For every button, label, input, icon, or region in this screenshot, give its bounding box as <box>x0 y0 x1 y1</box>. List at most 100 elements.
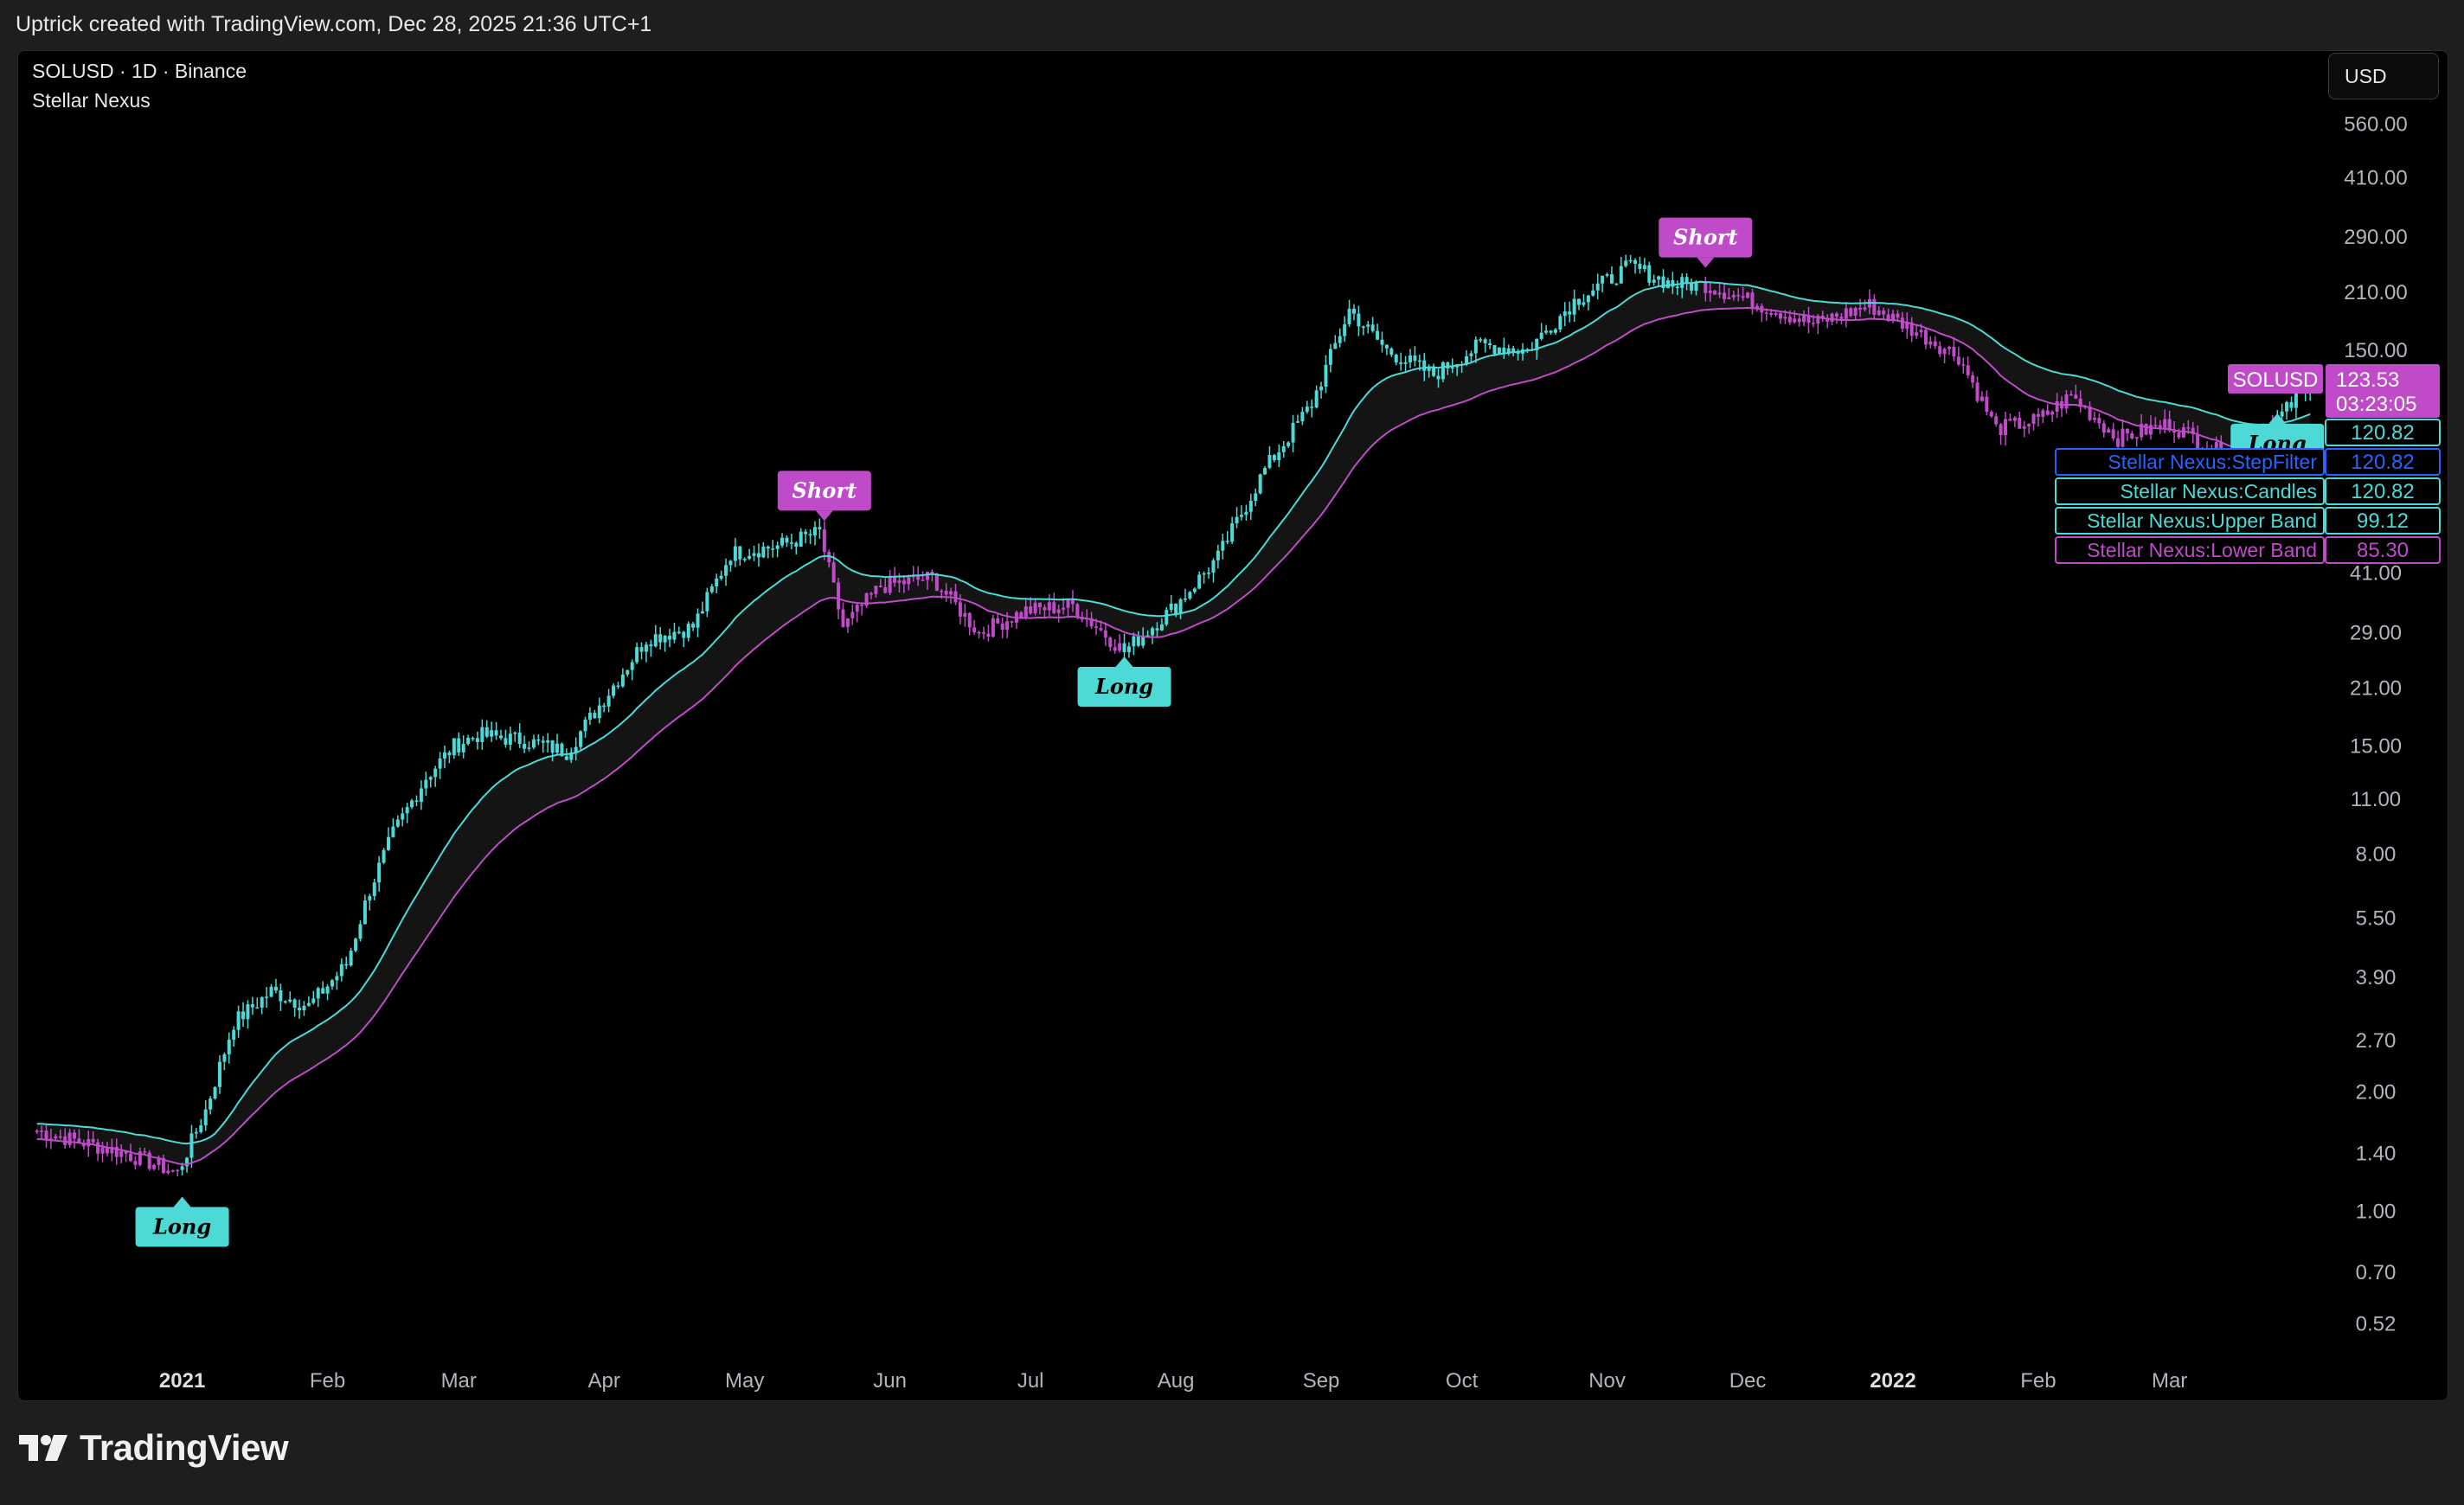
candle-body <box>1338 336 1342 343</box>
candle-body <box>766 546 770 549</box>
candle-body <box>752 553 756 556</box>
candle-body <box>2022 426 2026 429</box>
candle-body <box>2163 419 2167 428</box>
candle-body <box>1113 647 1117 651</box>
candle-body <box>67 1132 72 1145</box>
candle-body <box>185 1157 189 1167</box>
candle-body <box>1202 573 1206 575</box>
candle-body <box>1956 356 1960 365</box>
candle-body <box>40 1130 44 1132</box>
candle-body <box>2191 427 2195 435</box>
candle-body <box>579 731 583 747</box>
time-tick: Feb <box>310 1369 345 1393</box>
candle-body <box>1483 339 1487 343</box>
signal-long[interactable]: Long <box>135 1196 229 1247</box>
candle-body <box>1975 382 1980 401</box>
signal-short[interactable]: Short <box>1659 217 1753 268</box>
candle-body <box>893 576 897 583</box>
candle-body <box>377 862 382 883</box>
candle-body <box>1638 263 1642 269</box>
candle-body <box>110 1146 114 1154</box>
candle-body <box>925 572 929 580</box>
chart-panel[interactable]: Long Short Long Short Long 560.00 410.00 290.0… <box>17 50 2448 1401</box>
candle-body <box>2148 425 2153 435</box>
candle-body <box>1872 298 1877 315</box>
indicator-title[interactable]: Stellar Nexus <box>32 89 151 112</box>
candle-body <box>1019 612 1023 618</box>
price-tick: 1.40 <box>2356 1143 2397 1166</box>
series-value-label: 99.12 <box>2325 507 2441 535</box>
candle-body <box>1905 322 1909 330</box>
candle-body <box>1230 523 1235 542</box>
candle-body <box>930 572 934 574</box>
candle-body <box>255 1007 260 1009</box>
candle-body <box>1704 280 1708 293</box>
candle-body <box>855 605 859 612</box>
candle-body <box>1568 311 1572 315</box>
candle-body <box>1601 275 1605 284</box>
series-value-label: 85.30 <box>2325 536 2441 564</box>
candle-body <box>2097 418 2101 424</box>
candle-body <box>1923 330 1928 345</box>
candle-body <box>1900 317 1904 330</box>
price-tick: 2.70 <box>2356 1029 2397 1053</box>
signal-short[interactable]: Short <box>777 471 871 522</box>
candle-body <box>1132 636 1136 647</box>
candle-body <box>864 592 869 606</box>
time-tick: Oct <box>1446 1369 1479 1393</box>
signal-pointer <box>2268 413 2287 424</box>
candle-body <box>2186 427 2191 429</box>
candle-body <box>1122 643 1126 653</box>
candle-body <box>161 1158 165 1174</box>
candle-body <box>1094 626 1099 629</box>
signal-box <box>1077 667 1171 708</box>
candle-body <box>2144 424 2148 435</box>
candle-body <box>874 586 878 594</box>
candle-body <box>1938 346 1942 355</box>
candle-body <box>1207 572 1211 574</box>
candle-body <box>499 735 504 739</box>
price-tick: 8.00 <box>2356 842 2397 866</box>
candle-body <box>827 552 831 563</box>
candle-body <box>1277 452 1281 460</box>
signal-long[interactable]: Long <box>1077 656 1171 708</box>
candle-body <box>1029 606 1033 614</box>
candle-body <box>1188 592 1192 599</box>
currency-button[interactable]: USD <box>2328 53 2439 99</box>
price-tick: 210.00 <box>2344 281 2407 304</box>
candle-body <box>180 1166 184 1170</box>
candle-body <box>907 577 911 585</box>
candle-body <box>1591 290 1595 296</box>
candle-body <box>1684 277 1689 284</box>
candle-body <box>1793 318 1797 323</box>
candle-body <box>447 752 452 756</box>
candle-body <box>428 777 433 780</box>
candle-body <box>1248 500 1253 512</box>
candle-body <box>414 800 419 803</box>
candle-body <box>682 631 686 638</box>
candle-body <box>1103 630 1107 638</box>
series-value-label: 120.82 <box>2325 448 2441 476</box>
price-tick: 15.00 <box>2350 734 2402 758</box>
candle-body <box>1281 445 1286 452</box>
candle-body <box>433 768 438 778</box>
candle-body <box>438 758 442 769</box>
candle-body <box>1844 308 1848 319</box>
candle-body <box>1909 322 1914 336</box>
candle-body <box>2121 428 2125 447</box>
candle-body <box>748 555 752 560</box>
candle-body <box>1586 295 1590 303</box>
time-tick: May <box>725 1369 764 1393</box>
candle-body <box>1351 308 1356 314</box>
candle-body <box>152 1164 157 1169</box>
price-tick: 21.00 <box>2350 677 2402 701</box>
candle-body <box>808 534 812 536</box>
candle-body <box>700 611 704 614</box>
candle-body <box>1896 313 1900 318</box>
candle-body <box>742 559 747 560</box>
candle-body <box>119 1150 124 1157</box>
candle-body <box>531 739 536 748</box>
candle-body <box>1558 316 1562 330</box>
candle-body <box>2055 400 2059 412</box>
